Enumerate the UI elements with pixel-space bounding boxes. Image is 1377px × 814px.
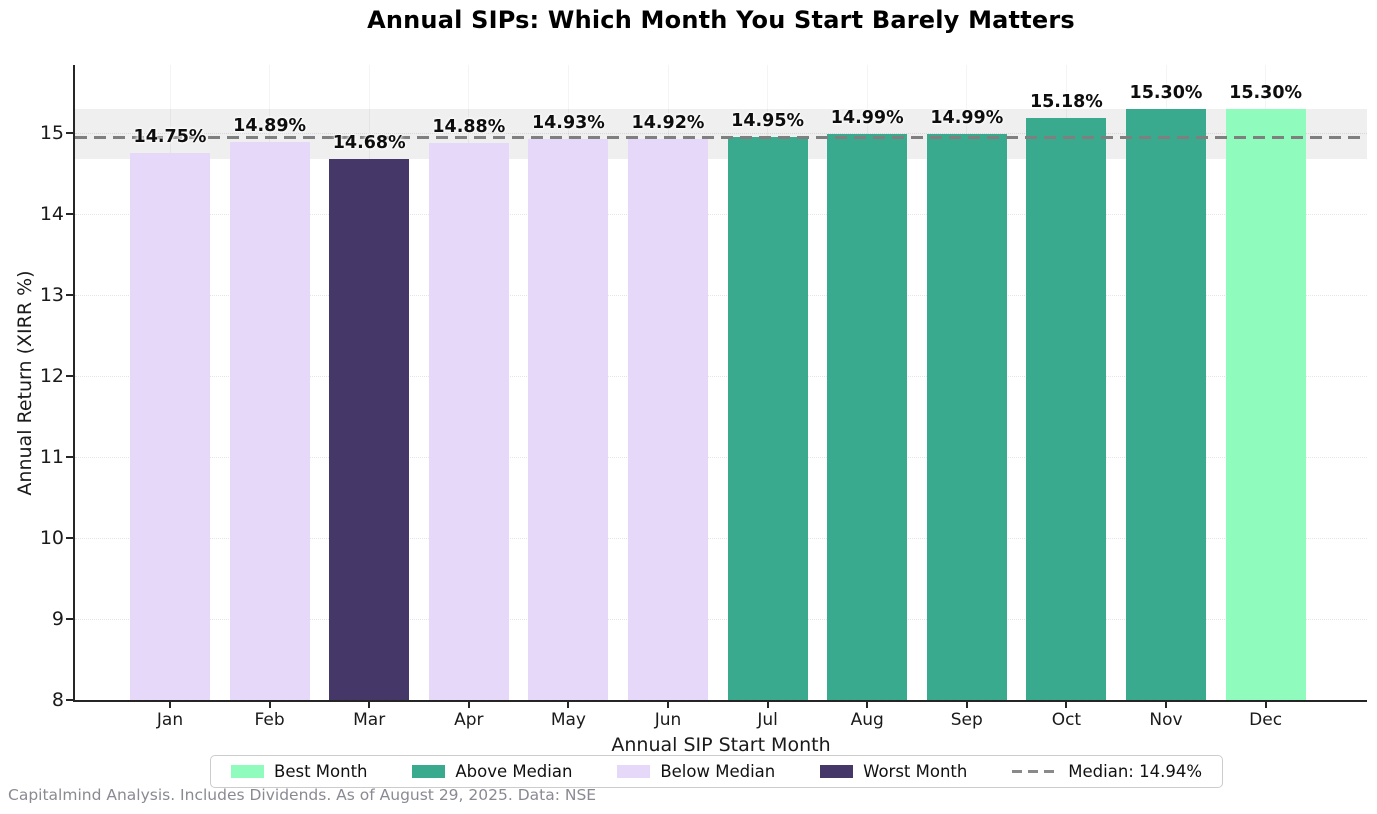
y-tick-mark: [66, 699, 74, 701]
x-tick-label: Nov: [1149, 710, 1183, 730]
legend-label: Below Median: [660, 762, 776, 781]
x-tick-label: Oct: [1051, 710, 1082, 730]
x-tick-mark: [1165, 701, 1167, 708]
x-tick-label: Jul: [757, 710, 778, 730]
footnote: Capitalmind Analysis. Includes Dividends…: [8, 786, 597, 804]
x-tick-label: Jun: [654, 710, 682, 730]
y-tick-label: 13: [39, 284, 64, 306]
legend-label: Median: 14.94%: [1068, 762, 1202, 781]
legend-swatch: [617, 765, 651, 778]
bar-value-label: 15.30%: [1229, 82, 1303, 103]
bar-value-label: 14.75%: [133, 127, 207, 148]
plot-area: 14.75% 14.89% 14.68% 14.88% 14.93% 14.92% 14.9…: [73, 65, 1367, 702]
bar-aug: [827, 133, 908, 700]
bar-may: [528, 138, 609, 700]
y-tick-mark: [66, 294, 74, 296]
y-tick-label: 10: [39, 527, 64, 549]
bar-value-label: 15.18%: [1029, 92, 1103, 113]
x-tick-label: Feb: [254, 710, 285, 730]
x-tick-label: May: [550, 710, 586, 730]
bar-value-label: 14.68%: [332, 132, 406, 153]
x-tick-mark: [1065, 701, 1068, 708]
x-tick-mark: [766, 701, 769, 708]
bar-value-label: 14.93%: [531, 112, 605, 133]
x-tick-mark: [268, 701, 271, 708]
legend: Best Month Above Median Below Median Worst …: [210, 755, 1223, 788]
x-tick-mark: [1264, 701, 1267, 708]
legend-label: Above Median: [455, 762, 573, 781]
h-gridline: [75, 700, 1367, 701]
bar-feb: [229, 141, 310, 700]
bar-value-label: 14.99%: [830, 107, 904, 128]
h-gridline: [75, 619, 1367, 620]
y-tick-mark: [66, 132, 74, 134]
legend-item-best-month: Best Month: [231, 762, 368, 781]
legend-item-worst-month: Worst Month: [820, 762, 967, 781]
x-tick-mark: [169, 701, 171, 708]
bar-value-label: 14.99%: [930, 107, 1004, 128]
bar-oct: [1026, 118, 1107, 700]
bar-sep: [926, 133, 1007, 700]
bar-dec: [1225, 108, 1306, 700]
h-gridline: [75, 295, 1367, 296]
y-tick-label: 8: [51, 689, 64, 711]
bar-value-label: 15.30%: [1129, 82, 1203, 103]
legend-swatch: [231, 765, 264, 778]
x-tick-mark: [667, 701, 669, 708]
y-tick-mark: [66, 537, 74, 539]
y-tick-mark: [66, 618, 74, 620]
legend-label: Worst Month: [863, 762, 968, 781]
bar-apr: [428, 142, 509, 700]
y-tick-label: 12: [39, 365, 64, 387]
bar-value-label: 14.88%: [432, 116, 506, 137]
bar-jun: [628, 139, 708, 700]
x-tick-mark: [567, 701, 570, 708]
chart-title: Annual SIPs: Which Month You Start Barel…: [367, 6, 1075, 34]
median-line: [75, 136, 1367, 140]
x-tick-mark: [965, 701, 968, 708]
h-gridline: [75, 214, 1367, 215]
x-tick-label: Apr: [454, 710, 484, 730]
legend-swatch: [412, 765, 446, 778]
x-axis-label: Annual SIP Start Month: [611, 734, 831, 756]
y-tick-label: 15: [39, 122, 64, 144]
h-gridline: [75, 376, 1367, 377]
bar-nov: [1126, 108, 1206, 700]
legend-swatch: [820, 765, 854, 778]
bar-jul: [727, 137, 808, 700]
legend-dashed-line-icon: [1012, 770, 1059, 773]
bar-value-label: 14.92%: [631, 113, 705, 134]
x-tick-mark: [368, 701, 371, 708]
x-tick-label: Sep: [950, 710, 983, 730]
legend-item-above-median: Above Median: [412, 762, 572, 781]
x-tick-label: Aug: [850, 710, 884, 730]
h-gridline: [75, 538, 1367, 539]
y-tick-label: 9: [51, 608, 64, 630]
x-tick-mark: [866, 701, 869, 708]
y-tick-mark: [66, 456, 74, 458]
x-tick-mark: [467, 701, 470, 708]
y-tick-mark: [66, 375, 74, 377]
x-tick-label: Mar: [353, 710, 386, 730]
legend-item-median-14-94-: Median: 14.94%: [1012, 762, 1202, 781]
legend-label: Best Month: [274, 762, 368, 781]
h-gridline: [75, 133, 1367, 134]
y-tick-label: 14: [39, 203, 64, 225]
x-tick-label: Dec: [1249, 710, 1283, 730]
y-tick-mark: [66, 213, 74, 215]
x-tick-label: Jan: [156, 710, 184, 730]
y-tick-label: 11: [39, 446, 64, 468]
bar-value-label: 14.95%: [731, 111, 805, 132]
bar-jan: [130, 153, 210, 700]
h-gridline: [75, 457, 1367, 458]
legend-item-below-median: Below Median: [617, 762, 775, 781]
bar-mar: [329, 158, 410, 700]
bar-value-label: 14.89%: [233, 115, 307, 136]
